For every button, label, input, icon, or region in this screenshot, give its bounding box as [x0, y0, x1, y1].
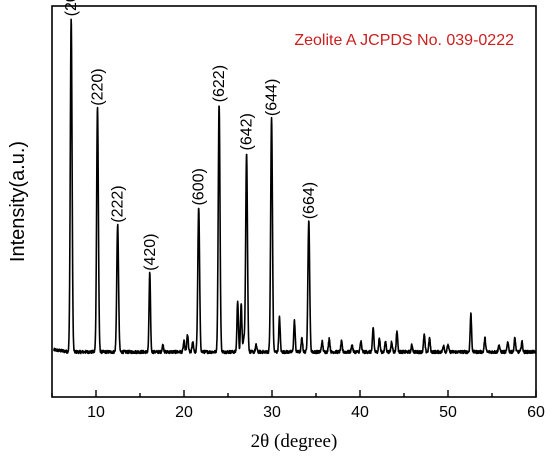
- x-tick-label: 30: [263, 404, 281, 421]
- x-tick-label: 50: [439, 404, 457, 421]
- x-tick-label: 20: [175, 404, 193, 421]
- x-axis-ticks: 10 20 30 40 50 60: [51, 390, 545, 421]
- peak-labels: (200) (220) (222) (420) (600) (622) (642) (644)…: [63, 0, 318, 271]
- x-tick-label: 10: [87, 404, 105, 421]
- x-axis-label: 2θ (degree): [251, 431, 338, 452]
- peak-label: (644): [264, 79, 281, 116]
- legend-label: Zeolite A JCPDS No. 039-0222: [294, 32, 514, 49]
- peak-label: (642): [239, 113, 256, 150]
- peak-label: (220): [89, 68, 106, 105]
- peak-label: (664): [301, 182, 318, 219]
- xrd-series-line: [52, 18, 537, 355]
- y-axis-label: Intensity(a.u.): [7, 141, 29, 262]
- x-tick-label: 60: [527, 404, 545, 421]
- x-tick-label: 40: [351, 404, 369, 421]
- peak-label: (600): [191, 168, 208, 205]
- peak-label: (222): [110, 185, 127, 222]
- plot-frame: [51, 5, 537, 398]
- peak-label: (622): [211, 65, 228, 102]
- peak-label: (200): [63, 0, 80, 16]
- peak-label: (420): [142, 234, 159, 271]
